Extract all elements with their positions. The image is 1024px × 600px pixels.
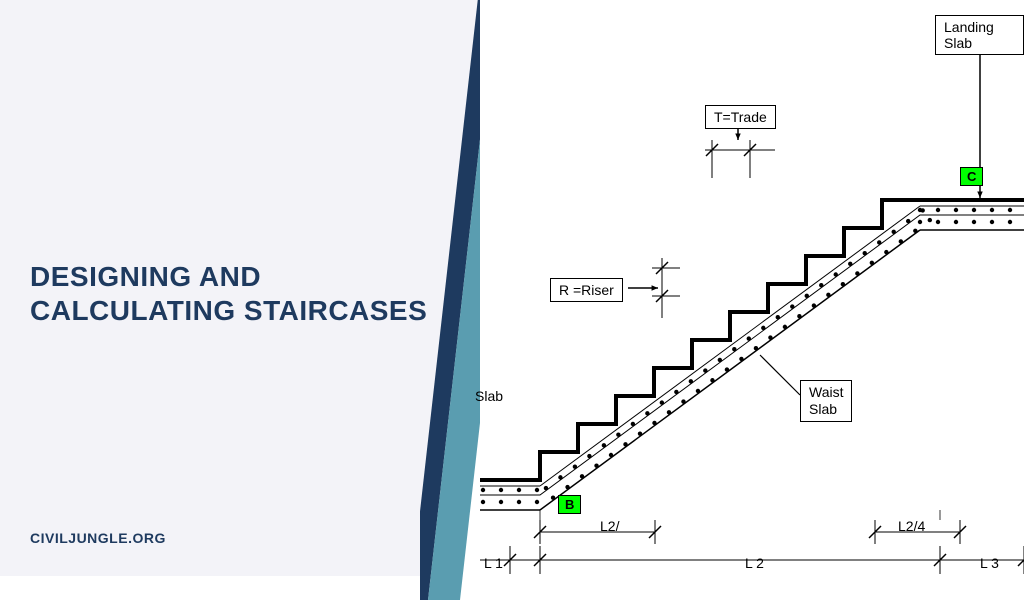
label-waist-slab: Waist Slab [800, 380, 852, 422]
dim-l24: L2/4 [898, 518, 925, 534]
label-riser: R =Riser [550, 278, 623, 302]
marker-b: B [558, 495, 581, 514]
dim-l3: L 3 [980, 555, 999, 571]
label-slab-left: Slab [475, 388, 503, 404]
title-line1: DESIGNING AND [30, 261, 261, 292]
dim-l2q: L2/ [600, 518, 619, 534]
footer-text: CIVILJUNGLE.ORG [30, 530, 166, 546]
label-landing-slab: Landing Slab [935, 15, 1024, 55]
marker-c: C [960, 167, 983, 186]
left-panel: DESIGNING AND CALCULATING STAIRCASES CIV… [0, 0, 480, 576]
dim-l1: L 1 [484, 555, 503, 571]
page-title: DESIGNING AND CALCULATING STAIRCASES [30, 260, 427, 327]
right-panel: Landing Slab T=Trade R =Riser Waist Slab… [480, 0, 1024, 576]
label-trade: T=Trade [705, 105, 776, 129]
dim-l2: L 2 [745, 555, 764, 571]
title-line2: CALCULATING STAIRCASES [30, 295, 427, 326]
